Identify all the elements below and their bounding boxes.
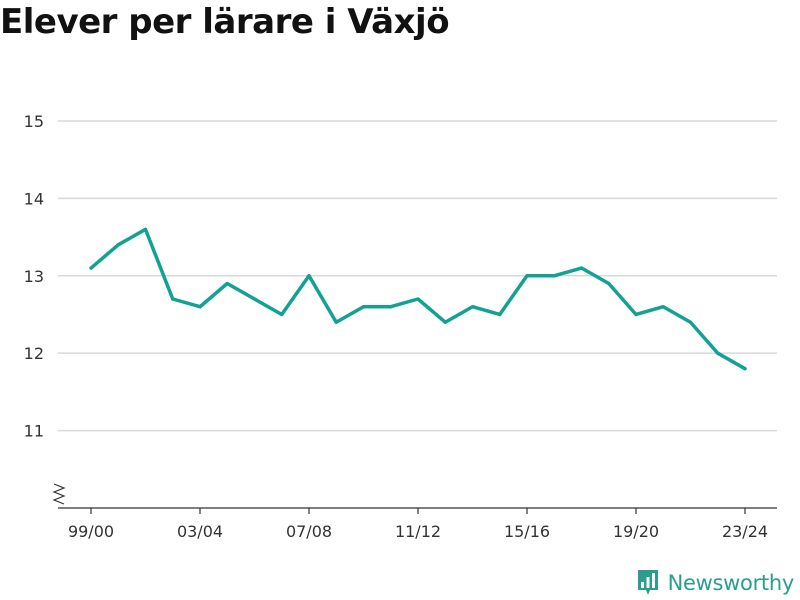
data-point [280,312,284,317]
data-point [225,281,229,286]
data-point [443,320,447,324]
data-point [143,227,148,231]
data-point [89,266,93,270]
data-point [334,320,338,324]
data-point [198,305,202,309]
data-point [525,274,529,278]
axis-break-icon [52,483,66,505]
x-tick-label: 19/20 [613,522,659,541]
data-point [743,367,747,371]
data-point [361,305,366,309]
x-tick-label: 11/12 [395,522,441,541]
y-tick-label: 11 [24,422,44,441]
data-point [607,281,611,286]
brand-name: Newsworthy [667,571,795,595]
y-tick-label: 13 [24,267,44,286]
data-point [579,266,584,270]
data-point [688,320,693,324]
x-tick-label: 07/08 [286,522,332,541]
data-point [307,274,311,278]
data-point [661,305,665,309]
data-point [634,312,638,317]
data-point [470,305,475,309]
data-point [498,312,502,317]
data-point [389,305,393,309]
y-tick-label: 14 [24,189,44,208]
data-point [252,297,257,301]
data-point [552,274,556,278]
data-point [416,297,420,301]
x-tick-label: 99/00 [68,522,114,541]
x-tick-label: 15/16 [504,522,550,541]
data-point [716,351,720,355]
y-tick-label: 15 [24,112,44,131]
x-tick-label: 03/04 [177,522,223,541]
y-tick-label: 12 [24,344,44,363]
data-point [171,297,175,301]
newsworthy-logo-icon [637,570,658,595]
brand-logo: Newsworthy [636,568,794,598]
data-point [116,243,120,247]
x-tick-label: 23/24 [722,522,768,541]
chart-title: Elever per lärare i Växjö [0,2,450,42]
